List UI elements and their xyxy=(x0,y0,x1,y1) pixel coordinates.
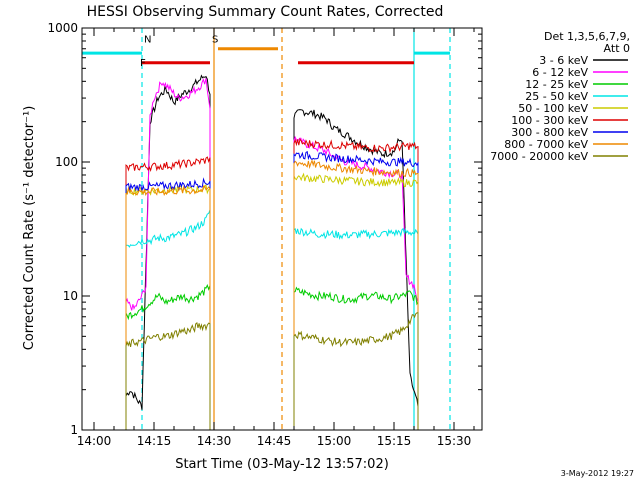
y-tick-label: 10 xyxy=(63,289,78,303)
series-line xyxy=(293,150,419,430)
series-line xyxy=(125,184,211,430)
series-line xyxy=(125,321,211,430)
plot-frame xyxy=(81,27,483,431)
series-line xyxy=(293,109,419,430)
series-line xyxy=(293,312,419,430)
y-tick-label: 1 xyxy=(70,423,78,437)
series-lines xyxy=(125,74,419,430)
flag-bar-label: F xyxy=(140,58,146,69)
x-tick-label: 14:00 xyxy=(77,434,112,448)
x-tick-label: 15:00 xyxy=(317,434,352,448)
legend-header-line-1: Det 1,3,5,6,7,9, xyxy=(544,30,630,43)
x-tick-label: 15:30 xyxy=(437,434,472,448)
series-line xyxy=(293,172,419,430)
x-tick-label: 14:15 xyxy=(137,434,172,448)
series-line xyxy=(125,209,211,430)
y-axis: 1 10 100 1000 xyxy=(47,21,482,437)
legend-label: 25 - 50 keV xyxy=(525,90,588,103)
legend-label: 6 - 12 keV xyxy=(532,66,588,79)
legend-header-line-2: Att 0 xyxy=(604,42,630,55)
series-line xyxy=(293,138,419,430)
legend-label: 300 - 800 keV xyxy=(511,126,588,139)
series-line xyxy=(125,283,211,430)
legend-label: 100 - 300 keV xyxy=(511,114,588,127)
x-tick-label: 15:15 xyxy=(377,434,412,448)
flag-bar-label: S xyxy=(212,34,218,45)
legend-label: 7000 - 20000 keV xyxy=(490,150,588,163)
series-line xyxy=(293,227,419,430)
series-line xyxy=(125,78,211,430)
legend-label: 3 - 6 keV xyxy=(539,54,588,67)
flag-bar-label: N xyxy=(144,34,151,45)
y-tick-label: 100 xyxy=(55,155,78,169)
series-line xyxy=(293,286,419,430)
series-line xyxy=(293,159,419,430)
series-line xyxy=(125,177,211,430)
chart-title: HESSI Observing Summary Count Rates, Cor… xyxy=(87,4,444,20)
timestamp-footer: 3-May-2012 19:27 xyxy=(561,469,634,478)
x-axis: 14:00 14:15 14:30 14:45 15:00 15:15 15:30 xyxy=(77,28,475,448)
series-line xyxy=(125,185,211,430)
x-axis-label: Start Time (03-May-12 13:57:02) xyxy=(175,457,389,472)
y-tick-label: 1000 xyxy=(47,21,78,35)
x-tick-label: 14:30 xyxy=(197,434,232,448)
x-tick-label: 14:45 xyxy=(257,434,292,448)
flag-bars: N F S xyxy=(82,34,450,69)
legend-label: 50 - 100 keV xyxy=(518,102,588,115)
series-line xyxy=(125,156,211,430)
vertical-markers xyxy=(141,28,451,430)
legend-label: 12 - 25 keV xyxy=(525,78,588,91)
y-axis-label: Corrected Count Rate (s⁻¹ detector⁻¹) xyxy=(22,106,37,351)
legend-label: 800 - 7000 keV xyxy=(504,138,588,151)
series-line xyxy=(125,74,211,430)
